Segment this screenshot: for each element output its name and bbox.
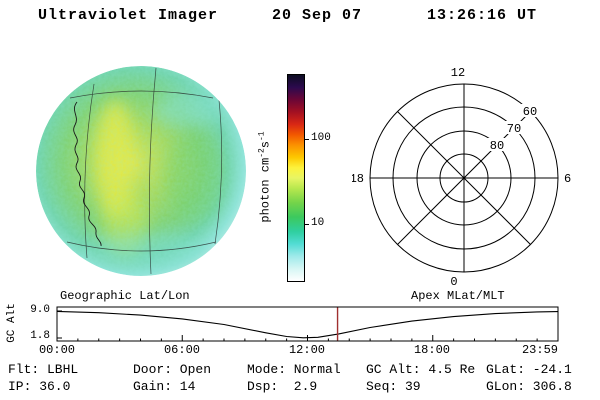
mlt-label-18: 18 — [352, 172, 364, 186]
status-glon: GLon: 306.8 — [486, 379, 572, 394]
header-time: 13:26:16 UT — [427, 7, 538, 24]
status-dsp: Dsp: 2.9 — [247, 379, 318, 394]
mlt-hour-labels: 12 18 6 0 — [352, 66, 571, 289]
colorbar-tick-10-mark — [305, 224, 309, 225]
colorbar-tick-10-label: 10 — [311, 217, 325, 229]
xtick-0000: 00:00 — [38, 343, 75, 357]
status-glat: GLat: -24.1 — [486, 362, 572, 377]
xtick-2359: 23:59 — [521, 343, 558, 357]
mlt-label-6: 6 — [564, 172, 571, 186]
xtick-0600: 06:00 — [163, 343, 200, 357]
status-flt: Flt: LBHL — [8, 362, 79, 377]
apex-polar-plot: 60 70 80 12 18 6 0 — [352, 66, 571, 289]
mlat-label-70: 70 — [507, 122, 521, 136]
timeline-ylabel: GC Alt — [6, 303, 18, 343]
xtick-1200: 12:00 — [288, 343, 325, 357]
status-mode: Mode: Normal — [247, 362, 341, 377]
status-gain: Gain: 14 — [133, 379, 196, 394]
caption-apex: Apex MLat/MLT — [411, 289, 505, 303]
colorbar-tick-100-mark — [305, 139, 309, 140]
status-door: Door: Open — [133, 362, 212, 377]
colorbar-tick-100-label: 100 — [311, 132, 331, 144]
speckle-noise — [36, 66, 246, 276]
header-date: 20 Sep 07 — [272, 7, 363, 24]
mlt-label-12: 12 — [451, 66, 465, 80]
colorbar-unit-label: photon cm-2s-1 — [257, 131, 273, 223]
ytick-min: 1.8 — [30, 330, 50, 342]
status-seq: Seq: 39 — [366, 379, 421, 394]
status-gcalt: GC Alt: 4.5 Re — [366, 362, 476, 377]
caption-geographic: Geographic Lat/Lon — [60, 289, 190, 303]
colorbar — [287, 74, 305, 282]
geographic-grid-lines — [66, 67, 223, 275]
status-ip: IP: 36.0 — [8, 379, 71, 394]
ytick-max: 9.0 — [30, 304, 50, 316]
timeline-ticks — [57, 310, 538, 341]
app-title: Ultraviolet Imager — [38, 7, 219, 24]
coastline-overlay — [73, 101, 102, 247]
mlat-ring-labels: 60 70 80 — [486, 104, 541, 153]
mlat-label-60: 60 — [523, 105, 537, 119]
altitude-timeline-chart — [56, 306, 559, 342]
xtick-1800: 18:00 — [413, 343, 450, 357]
mlat-label-80: 80 — [490, 139, 504, 153]
earth-disk — [36, 66, 246, 276]
mlt-label-0: 0 — [450, 275, 457, 289]
uv-earth-image — [36, 66, 246, 276]
altitude-curve — [56, 310, 558, 339]
